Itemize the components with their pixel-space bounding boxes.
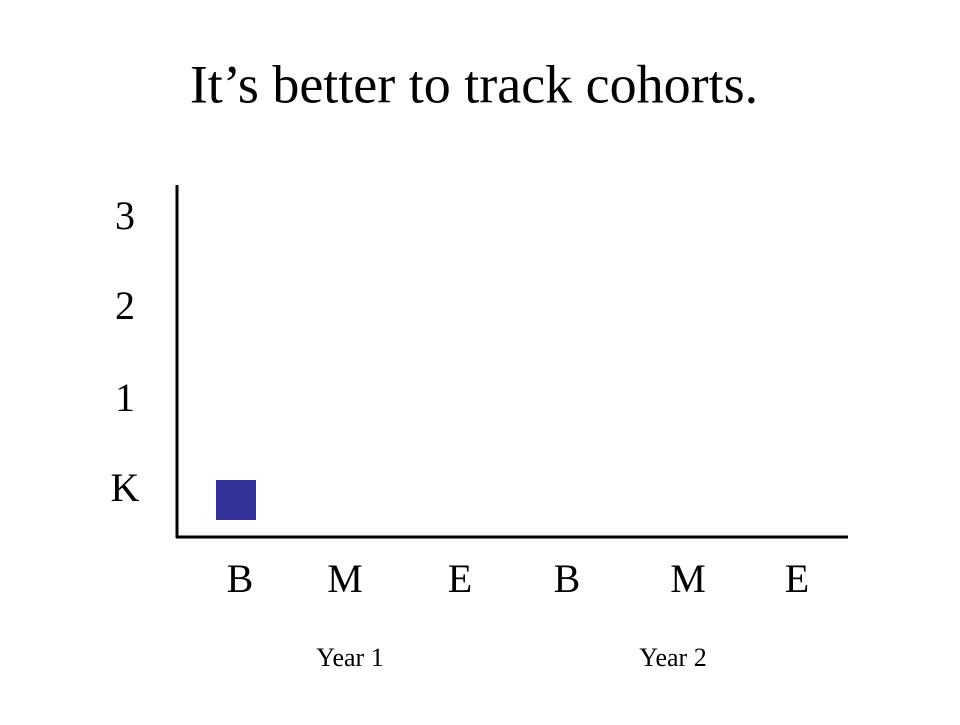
x-label: M xyxy=(670,556,706,601)
cohort-marker xyxy=(216,480,256,520)
x-label: B xyxy=(227,556,254,601)
group-label: Year 1 xyxy=(316,643,383,672)
x-label: B xyxy=(554,556,581,601)
slide-title: It’s better to track cohorts. xyxy=(190,54,758,114)
group-label: Year 2 xyxy=(639,643,706,672)
axis-labels: K 1 2 3 B M E B M E Year 1 Year 2 xyxy=(111,193,810,672)
y-label: 3 xyxy=(115,193,135,238)
x-label: E xyxy=(785,556,809,601)
x-label: E xyxy=(448,556,472,601)
x-label: M xyxy=(327,556,363,601)
y-label: 1 xyxy=(115,375,135,420)
y-label: K xyxy=(111,465,140,510)
y-label: 2 xyxy=(115,283,135,328)
